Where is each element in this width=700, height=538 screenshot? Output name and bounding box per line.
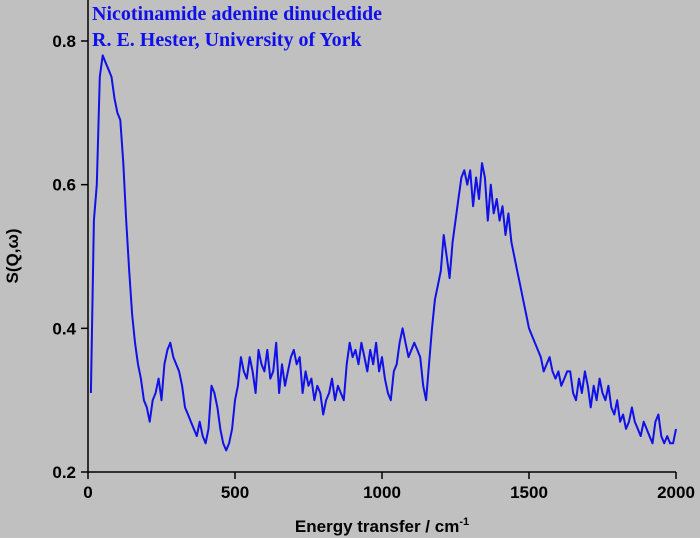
x-tick-label: 500 bbox=[221, 483, 249, 502]
x-axis-label-text: Energy transfer / cm bbox=[295, 517, 459, 536]
chart-subtitle: R. E. Hester, University of York bbox=[92, 29, 362, 51]
data-line bbox=[89, 54, 677, 452]
x-tick-label: 0 bbox=[83, 483, 92, 502]
x-axis-label: Energy transfer / cm-1 bbox=[295, 516, 469, 536]
y-tick-label: 0.8 bbox=[52, 32, 76, 51]
x-axis-label-superscript: -1 bbox=[459, 516, 469, 528]
y-axis-label: S(Q,ω) bbox=[3, 229, 22, 284]
x-tick-label: 2000 bbox=[657, 483, 695, 502]
x-tick-label: 1000 bbox=[363, 483, 401, 502]
y-tick-label: 0.6 bbox=[52, 176, 76, 195]
y-tick-label: 0.2 bbox=[52, 463, 76, 482]
chart-title: Nicotinamide adenine dinucledide bbox=[92, 3, 382, 25]
x-tick-label: 1500 bbox=[510, 483, 548, 502]
y-tick-label: 0.4 bbox=[52, 319, 76, 338]
